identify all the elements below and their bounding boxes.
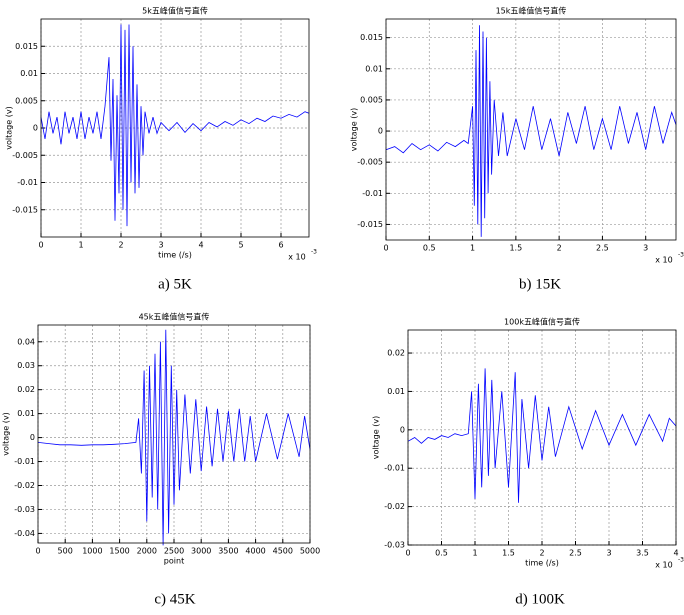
x-tick-label: 3000	[191, 547, 211, 556]
y-tick-label: -0.005	[357, 158, 383, 167]
x-tick-label: 3	[606, 549, 611, 558]
y-tick-label: 0.02	[387, 349, 405, 358]
x-scale-label: x 10	[655, 256, 672, 265]
y-axis-label: voltage (v)	[2, 412, 11, 455]
chart-title: 100k五峰值信号直传	[504, 317, 580, 327]
y-tick-label: -0.01	[17, 178, 38, 187]
y-tick-label: 0	[378, 127, 383, 136]
caption: a) 5K	[158, 276, 192, 292]
x-tick-label: 2	[557, 244, 562, 253]
x-tick-label: 4500	[273, 547, 293, 556]
y-tick-label: 0.005	[15, 96, 38, 105]
x-axis-label: time (/s)	[158, 251, 192, 260]
x-tick-label: 1.5	[502, 549, 515, 558]
signal-line	[385, 25, 677, 237]
x-tick-label: 0.5	[423, 244, 436, 253]
y-tick-label: -0.03	[14, 505, 35, 514]
plot-area	[408, 330, 676, 545]
x-tick-label: 0.5	[435, 549, 448, 558]
x-tick-label: 3500	[218, 547, 238, 556]
chart-title: 5k五峰值信号直传	[142, 6, 208, 16]
x-tick-label: 1000	[82, 547, 102, 556]
x-tick-label: 4	[673, 549, 678, 558]
x-tick-label: 2.5	[569, 549, 582, 558]
chart-title: 45k五峰值信号直传	[139, 312, 210, 322]
y-tick-label: -0.01	[362, 189, 383, 198]
x-tick-label: 2.5	[596, 244, 609, 253]
y-tick-label: 0	[400, 425, 405, 434]
signal-line	[407, 368, 677, 503]
y-tick-label: -0.005	[12, 151, 38, 160]
caption: b) 15K	[519, 276, 561, 292]
y-axis-label: voltage (v)	[372, 416, 381, 459]
x-tick-label: 0	[38, 241, 43, 250]
y-tick-label: 0.03	[17, 361, 35, 370]
x-axis-label: point	[164, 557, 184, 566]
y-tick-label: 0.01	[17, 409, 35, 418]
y-tick-label: 0.01	[387, 387, 405, 396]
x-tick-label: 5000	[300, 547, 320, 556]
caption: d) 100K	[515, 591, 565, 607]
x-scale-exponent: -3	[678, 252, 684, 259]
y-tick-label: 0.02	[17, 385, 35, 394]
x-tick-label: 4	[198, 241, 203, 250]
x-tick-label: 1	[78, 241, 83, 250]
x-tick-label: 2000	[137, 547, 157, 556]
x-scale-label: x 10	[288, 253, 305, 262]
y-tick-label: 0	[33, 124, 38, 133]
plot-frame	[407, 329, 677, 546]
x-tick-label: 1	[470, 244, 475, 253]
x-tick-label: 3	[643, 244, 648, 253]
chart-title: 15k五峰值信号直传	[496, 6, 567, 16]
y-tick-label: -0.03	[384, 541, 405, 550]
x-tick-label: 1500	[109, 547, 129, 556]
y-tick-label: 0.01	[20, 69, 38, 78]
y-tick-label: -0.015	[357, 220, 383, 229]
x-tick-label: 5	[238, 241, 243, 250]
x-tick-label: 0	[383, 244, 388, 253]
x-tick-label: 2	[118, 241, 123, 250]
plot-frame	[37, 324, 311, 544]
x-tick-label: 500	[58, 547, 73, 556]
y-axis-label: voltage (v)	[350, 108, 359, 151]
y-tick-label: 0.015	[360, 33, 383, 42]
x-tick-label: 6	[278, 241, 283, 250]
y-tick-label: 0.01	[365, 64, 383, 73]
y-tick-label: -0.04	[14, 529, 35, 538]
signal-line	[40, 24, 310, 227]
x-tick-label: 3.5	[636, 549, 649, 558]
y-tick-label: -0.02	[14, 481, 35, 490]
y-tick-label: 0.005	[360, 95, 383, 104]
x-scale-label: x 10	[655, 561, 672, 570]
y-tick-label: -0.01	[14, 457, 35, 466]
x-tick-label: 2	[539, 549, 544, 558]
y-axis-label: voltage (v)	[5, 106, 14, 149]
x-tick-label: 1	[472, 549, 477, 558]
plot-area	[386, 19, 676, 240]
y-tick-label: 0.04	[17, 337, 35, 346]
x-scale-exponent: -3	[678, 557, 684, 564]
y-tick-label: 0.015	[15, 42, 38, 51]
x-tick-label: 1.5	[509, 244, 522, 253]
x-axis-label: time (/s)	[525, 559, 559, 568]
caption: c) 45K	[154, 591, 195, 607]
y-tick-label: -0.015	[12, 205, 38, 214]
plot-frame	[40, 18, 310, 238]
plot-frame	[385, 18, 677, 241]
signal-line	[37, 329, 311, 546]
x-scale-exponent: -3	[311, 249, 317, 256]
x-tick-label: 2500	[164, 547, 184, 556]
y-tick-label: 0	[30, 433, 35, 442]
y-tick-label: -0.02	[384, 502, 405, 511]
x-tick-label: 0	[35, 547, 40, 556]
y-tick-label: -0.01	[384, 464, 405, 473]
x-tick-label: 0	[405, 549, 410, 558]
x-tick-label: 3	[158, 241, 163, 250]
x-tick-label: 4000	[245, 547, 265, 556]
